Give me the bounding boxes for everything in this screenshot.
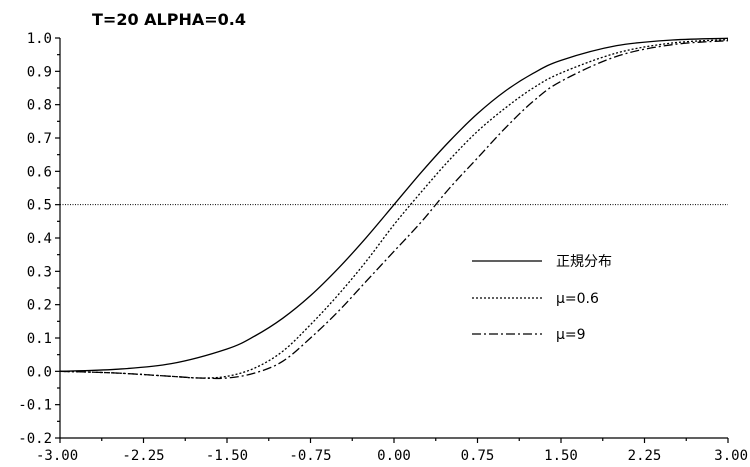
series-line-3 (59, 40, 729, 380)
x-tick-label: -3.00 (36, 448, 78, 464)
legend-label-1: 正規分布 (556, 254, 612, 270)
y-tick-label: 0.9 (27, 64, 52, 80)
series-line-2 (59, 39, 729, 379)
x-tick-label: 1.50 (544, 448, 578, 464)
x-tick-label: -1.50 (206, 448, 248, 464)
y-tick-label: -0.2 (18, 431, 52, 447)
series-line-1 (59, 37, 729, 372)
y-tick-label: 0.2 (27, 298, 52, 314)
x-tick-label: -0.75 (289, 448, 331, 464)
y-tick-label: 0.6 (27, 164, 52, 180)
y-tick-label: 0.0 (27, 364, 52, 380)
y-tick-label: 0.8 (27, 98, 52, 114)
y-tick-label: 0.1 (27, 331, 52, 347)
x-tick-label: -2.25 (122, 448, 164, 464)
legend-label-2: μ=0.6 (556, 291, 599, 307)
chart-title: T=20 ALPHA=0.4 (92, 10, 246, 29)
axes: -0.2 -0.1 0.0 0.1 0.2 0.3 0.4 0.5 0.6 0.7 0.8 0.9 1.… (18, 31, 748, 464)
x-tick-label: 0.75 (461, 448, 495, 464)
legend-label-3: μ=9 (556, 327, 586, 343)
x-tick-label: 2.25 (628, 448, 662, 464)
x-tick-label: 0.00 (377, 448, 411, 464)
x-tick-label: 3.00 (714, 448, 748, 464)
y-tick-label: 0.4 (27, 231, 52, 247)
y-tick-label: 0.3 (27, 264, 52, 280)
y-tick-label: 1.0 (27, 31, 52, 47)
legend: 正規分布 μ=0.6 μ=9 (472, 254, 612, 343)
y-tick-label: 0.5 (27, 198, 52, 214)
y-tick-label: 0.7 (27, 131, 52, 147)
y-tick-label: -0.1 (18, 398, 52, 414)
series-group (59, 37, 729, 380)
